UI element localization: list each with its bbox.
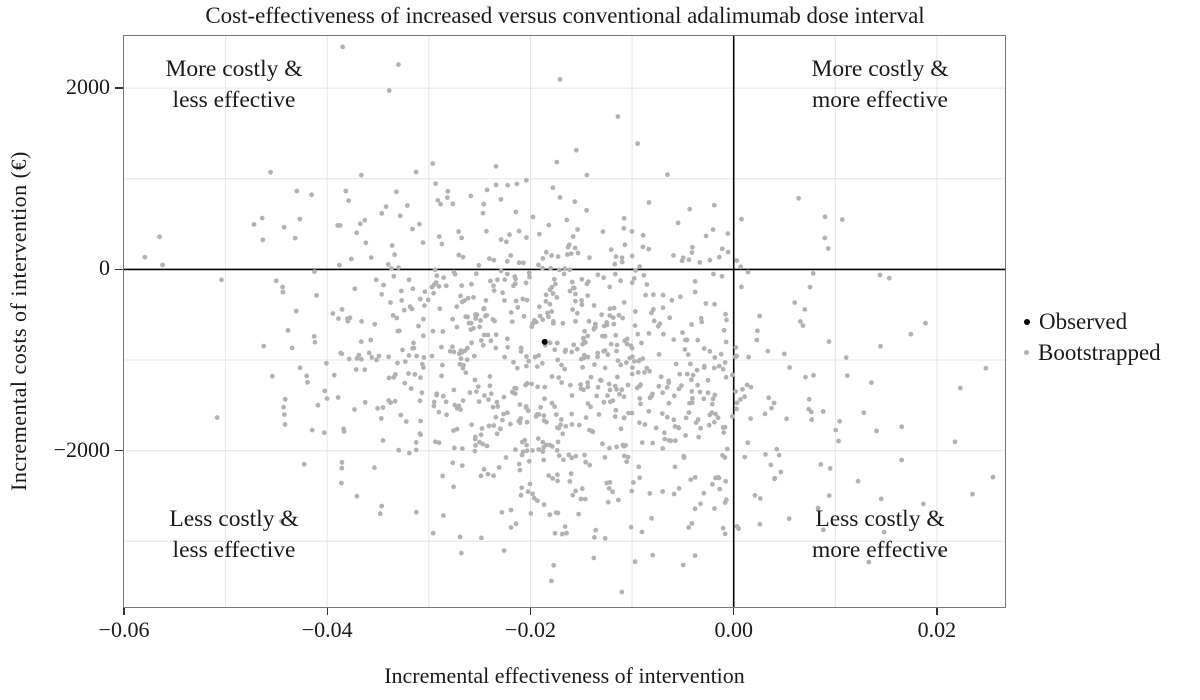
y-tick-label: 2000 bbox=[66, 74, 110, 100]
x-tick-label: −0.04 bbox=[301, 617, 353, 642]
chart-title: Cost-effectiveness of increased versus c… bbox=[205, 3, 925, 28]
y-tick bbox=[115, 449, 123, 452]
x-tick bbox=[936, 608, 938, 615]
legend: Observed Bootstrapped bbox=[1024, 306, 1161, 368]
y-tick bbox=[115, 268, 123, 271]
observed-dot-icon bbox=[1024, 318, 1030, 325]
y-tick bbox=[115, 87, 123, 89]
quadrant-label-top-left: More costly & less effective bbox=[126, 54, 342, 116]
plot-area: More costly & less effective More costly… bbox=[123, 35, 1006, 608]
x-tick bbox=[732, 608, 735, 615]
x-tick-label: −0.06 bbox=[98, 617, 150, 642]
x-tick bbox=[529, 608, 532, 615]
quadrant-label-top-right: More costly & more effective bbox=[772, 54, 988, 116]
x-axis-title: Incremental effectiveness of interventio… bbox=[384, 663, 745, 688]
x-tick bbox=[123, 608, 125, 615]
quadrant-line: less effective bbox=[172, 87, 296, 113]
y-tick-label: −2000 bbox=[53, 436, 110, 462]
x-tick-label: 0.02 bbox=[917, 617, 957, 642]
x-tick-label: −0.02 bbox=[505, 617, 556, 642]
x-tick-label: 0.00 bbox=[714, 617, 753, 642]
scatter-canvas bbox=[124, 36, 1005, 607]
quadrant-label-bottom-right: Less costly & more effective bbox=[772, 504, 988, 566]
legend-label: Bootstrapped bbox=[1038, 339, 1161, 365]
y-tick-label: 0 bbox=[99, 255, 110, 281]
bootstrapped-dot-icon bbox=[1024, 350, 1029, 355]
x-tick bbox=[326, 608, 329, 615]
quadrant-line: more effective bbox=[812, 537, 948, 563]
legend-label: Observed bbox=[1039, 308, 1128, 334]
quadrant-line: Less costly & bbox=[815, 506, 945, 532]
quadrant-line: More costly & bbox=[165, 56, 303, 82]
quadrant-line: Less costly & bbox=[169, 506, 299, 532]
quadrant-line: More costly & bbox=[811, 56, 949, 82]
quadrant-line: less effective bbox=[172, 537, 296, 563]
y-axis-title: Incremental costs of intervention (€) bbox=[6, 151, 31, 492]
legend-item-bootstrapped: Bootstrapped bbox=[1024, 337, 1161, 368]
quadrant-line: more effective bbox=[812, 87, 948, 113]
quadrant-label-bottom-left: Less costly & less effective bbox=[126, 504, 342, 566]
legend-item-observed: Observed bbox=[1024, 306, 1161, 337]
